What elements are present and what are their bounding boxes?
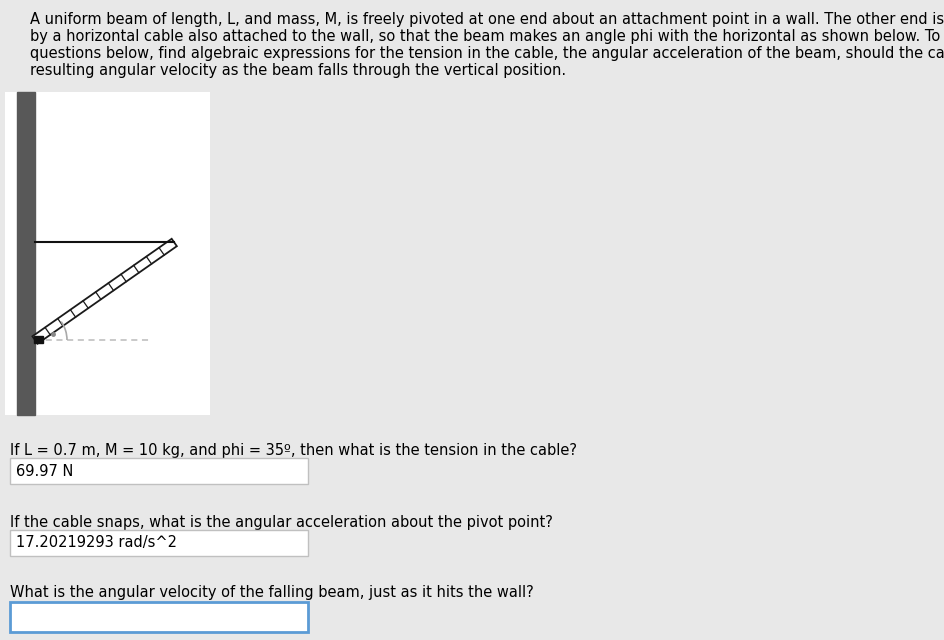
- Text: resulting angular velocity as the beam falls through the vertical position.: resulting angular velocity as the beam f…: [30, 63, 565, 78]
- Bar: [5, 92, 210, 415]
- Text: A uniform beam of length, L, and mass, M, is freely pivoted at one end about an : A uniform beam of length, L, and mass, M…: [30, 12, 944, 27]
- Text: questions below, find algebraic expressions for the tension in the cable, the an: questions below, find algebraic expressi…: [30, 46, 944, 61]
- FancyBboxPatch shape: [10, 602, 308, 632]
- Text: by a horizontal cable also attached to the wall, so that the beam makes an angle: by a horizontal cable also attached to t…: [30, 29, 944, 44]
- FancyBboxPatch shape: [10, 530, 308, 556]
- Text: If the cable snaps, what is the angular acceleration about the pivot point?: If the cable snaps, what is the angular …: [10, 515, 552, 530]
- Bar: [34, 336, 43, 343]
- Bar: [17, 92, 35, 415]
- Text: 17.20219293 rad/s^2: 17.20219293 rad/s^2: [16, 536, 177, 550]
- Text: If L = 0.7 m, M = 10 kg, and phi = 35º, then what is the tension in the cable?: If L = 0.7 m, M = 10 kg, and phi = 35º, …: [10, 443, 577, 458]
- Polygon shape: [32, 239, 177, 344]
- FancyBboxPatch shape: [10, 458, 308, 484]
- Text: 69.97 N: 69.97 N: [16, 463, 74, 479]
- Text: What is the angular velocity of the falling beam, just as it hits the wall?: What is the angular velocity of the fall…: [10, 585, 533, 600]
